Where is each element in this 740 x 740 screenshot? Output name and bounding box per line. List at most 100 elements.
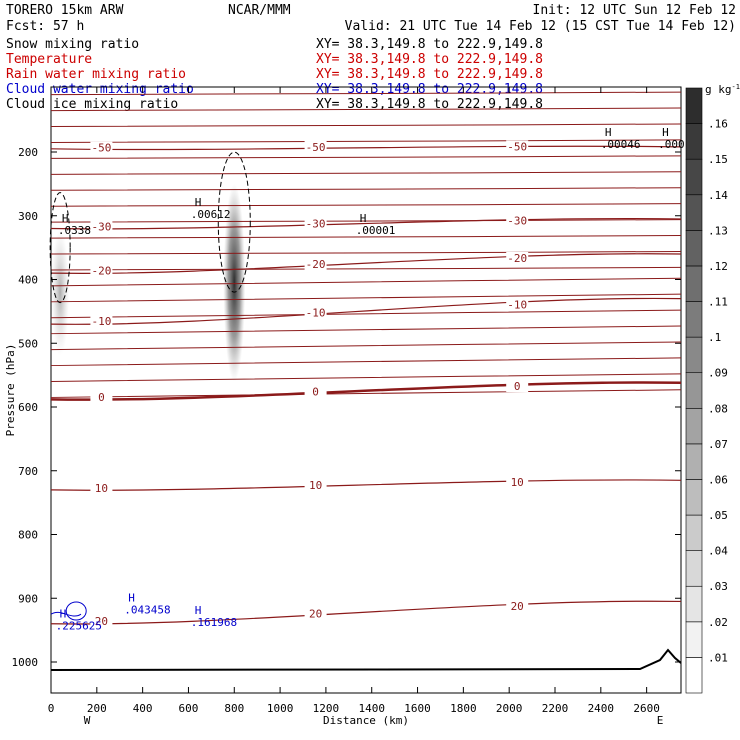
colorbar-swatch [685,301,703,338]
y-tick-label: 500 [18,337,38,350]
isotherm-label: -20 [91,265,111,278]
x-tick-label: 1200 [313,702,340,715]
colorbar-label: .16 [708,118,728,131]
isotherm-line [50,277,682,287]
isotherm-label: -20 [507,252,527,265]
isotherm-label-bg [90,264,113,277]
isotherm-line [50,309,682,319]
y-tick-label: 800 [18,529,38,542]
extremum-marker: H [62,212,69,225]
y-tick-label: 400 [18,274,38,287]
isotherm-line [50,250,682,255]
isotherm-label-bg [90,614,113,627]
isotherm-label: 20 [95,615,108,628]
extremum-marker: H [60,607,67,620]
x-tick-label: 0 [48,702,55,715]
isotherm-labelled [50,253,682,274]
colorbar-label: .1 [708,331,721,344]
colorbar-label: .09 [708,367,728,380]
isotherm-labelled [50,381,682,401]
isotherm-labelled [50,217,682,230]
colorbar-label: .04 [708,545,728,558]
isotherm-line [50,187,682,191]
isotherm-label: -50 [91,142,111,155]
x-tick-label: 2600 [633,702,660,715]
isotherm-label-bg [506,214,529,227]
isotherm-labelled [50,479,682,491]
x-tick-label: 1800 [450,702,477,715]
y-axis-label: Pressure (hPa) [4,344,17,437]
model-title: TORERO 15km ARW [6,3,124,18]
forecast-hour: Fcst: 57 h [6,19,84,34]
colorbar-swatch [685,407,703,445]
extremum-value: .161968 [191,616,237,629]
y-tick-label: 1000 [12,656,39,669]
isotherm-label: 0 [312,385,319,398]
colorbar-swatch [685,621,703,658]
isotherm-label-bg [304,478,327,491]
isotherm-label: -20 [306,258,326,271]
temperature-isotherms: -50 -50 -50 -30 -30 -30 -20 -20 -20 -10 -10 -10 0 0 0 1… [50,91,682,628]
isotherm-label-bg [304,385,327,398]
colorbar-label: .08 [708,402,728,415]
colorbar-label: .15 [708,153,728,166]
x-tick-label: 1400 [358,702,385,715]
extremum-value: .00612 [191,208,231,221]
isotherm-line [50,171,682,175]
colorbar-swatch [685,372,703,409]
x-tick-label: 1600 [404,702,431,715]
x-tick-label: 2000 [496,702,523,715]
isotherm-label-bg [90,220,113,233]
colorbar-label: .12 [708,260,728,273]
isotherm-line [50,91,682,96]
isotherm-label: 20 [309,607,322,620]
y-tick-label: 200 [18,146,38,159]
isotherm-line [50,325,682,335]
colorbar-label: .13 [708,224,728,237]
colorbar-swatch [685,550,703,587]
colorbar-label: .14 [708,189,728,202]
x-axis: 0 200 400 600 800 1000 1200 1400 1600 1800 2000 220… [48,87,660,715]
isotherm-line [50,219,682,223]
extremum-value: .225625 [56,619,102,632]
cloud-water-contour [50,611,82,617]
isotherm-line [50,203,682,207]
extremum-value: .00046 [601,138,641,151]
west-label: W [84,714,91,727]
extremum-value: .00001 [356,224,396,237]
isotherm-line [50,373,682,382]
isotherm-labelled [50,600,682,625]
isotherm-label-bg [506,380,529,393]
extremum-marker: H [128,591,135,604]
colorbar-swatch [685,194,703,231]
cloud-ice-contour [49,192,71,304]
isotherm-line [50,389,682,398]
init-time: Init: 12 UTC Sun 12 Feb 12 [533,3,737,18]
extremum-marker: H [195,604,202,617]
isotherm-line [50,357,682,367]
colorbar-swatch [685,479,703,516]
isotherm-label: -10 [91,315,111,328]
field-list: Snow mixing ratio XY= 38.3,149.8 to 222.9… [6,37,543,112]
field-name: Cloud water mixing ratio [6,82,194,97]
x-axis-label: Distance (km) [323,714,409,727]
colorbar: .01 .02 .03 .04 .05 .06 .07 .08 .09 .1 .11 .12 .13 .1… [685,87,728,694]
extremum-value: .000 [658,138,685,151]
isotherm-label: -30 [91,221,111,234]
isotherm-label-bg [304,217,327,230]
isotherm-label: 20 [511,600,524,613]
isotherm-line [50,155,682,159]
isotherm-label-bg [304,306,327,319]
extremum-marker: H [605,126,612,139]
colorbar-label: .01 [708,651,728,664]
colorbar-units: g kg-1 [705,83,740,96]
x-tick-label: 2200 [542,702,569,715]
extremum-marker: H [662,126,669,139]
extrema-markers: H.00612 H.00001H.00046H.000H.0338H.043458… [56,126,685,632]
valid-time: Valid: 21 UTC Tue 14 Feb 12 (15 CST Tue … [345,19,736,34]
x-tick-label: 2400 [588,702,615,715]
field-name: Rain water mixing ratio [6,67,186,82]
isotherm-label: -50 [507,140,527,153]
colorbar-swatch [685,514,703,551]
isotherm-line [50,266,682,271]
